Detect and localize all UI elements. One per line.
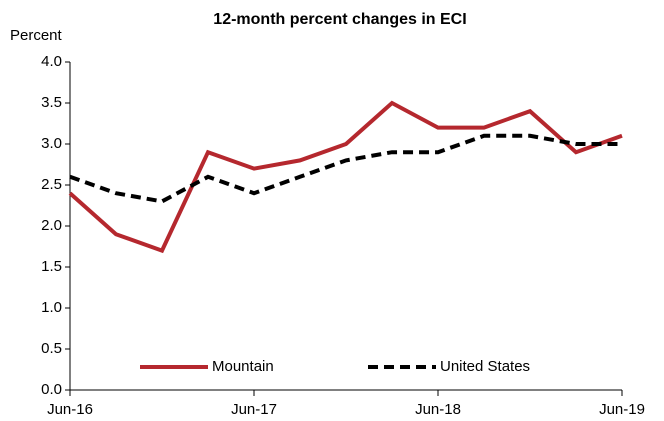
x-tick-label: Jun-16 xyxy=(47,401,93,418)
legend-label: United States xyxy=(440,358,530,375)
y-tick-label: 2.5 xyxy=(41,176,62,193)
y-tick-label: 0.0 xyxy=(41,381,62,398)
chart-title: 12-month percent changes in ECI xyxy=(213,11,466,28)
legend-label: Mountain xyxy=(212,358,274,375)
y-tick-label: 3.0 xyxy=(41,135,62,152)
y-tick-label: 2.0 xyxy=(41,217,62,234)
y-tick-label: 0.5 xyxy=(41,340,62,357)
y-tick-label: 1.0 xyxy=(41,299,62,316)
series-line xyxy=(69,133,622,204)
y-tick-label: 1.5 xyxy=(41,258,62,275)
y-tick-label: 3.5 xyxy=(41,94,62,111)
x-tick-label: Jun-17 xyxy=(231,401,277,418)
series-line xyxy=(68,100,623,254)
y-axis-label: Percent xyxy=(10,27,63,44)
x-tick-label: Jun-19 xyxy=(599,401,645,418)
x-tick-label: Jun-18 xyxy=(415,401,461,418)
y-tick-label: 4.0 xyxy=(41,53,62,70)
